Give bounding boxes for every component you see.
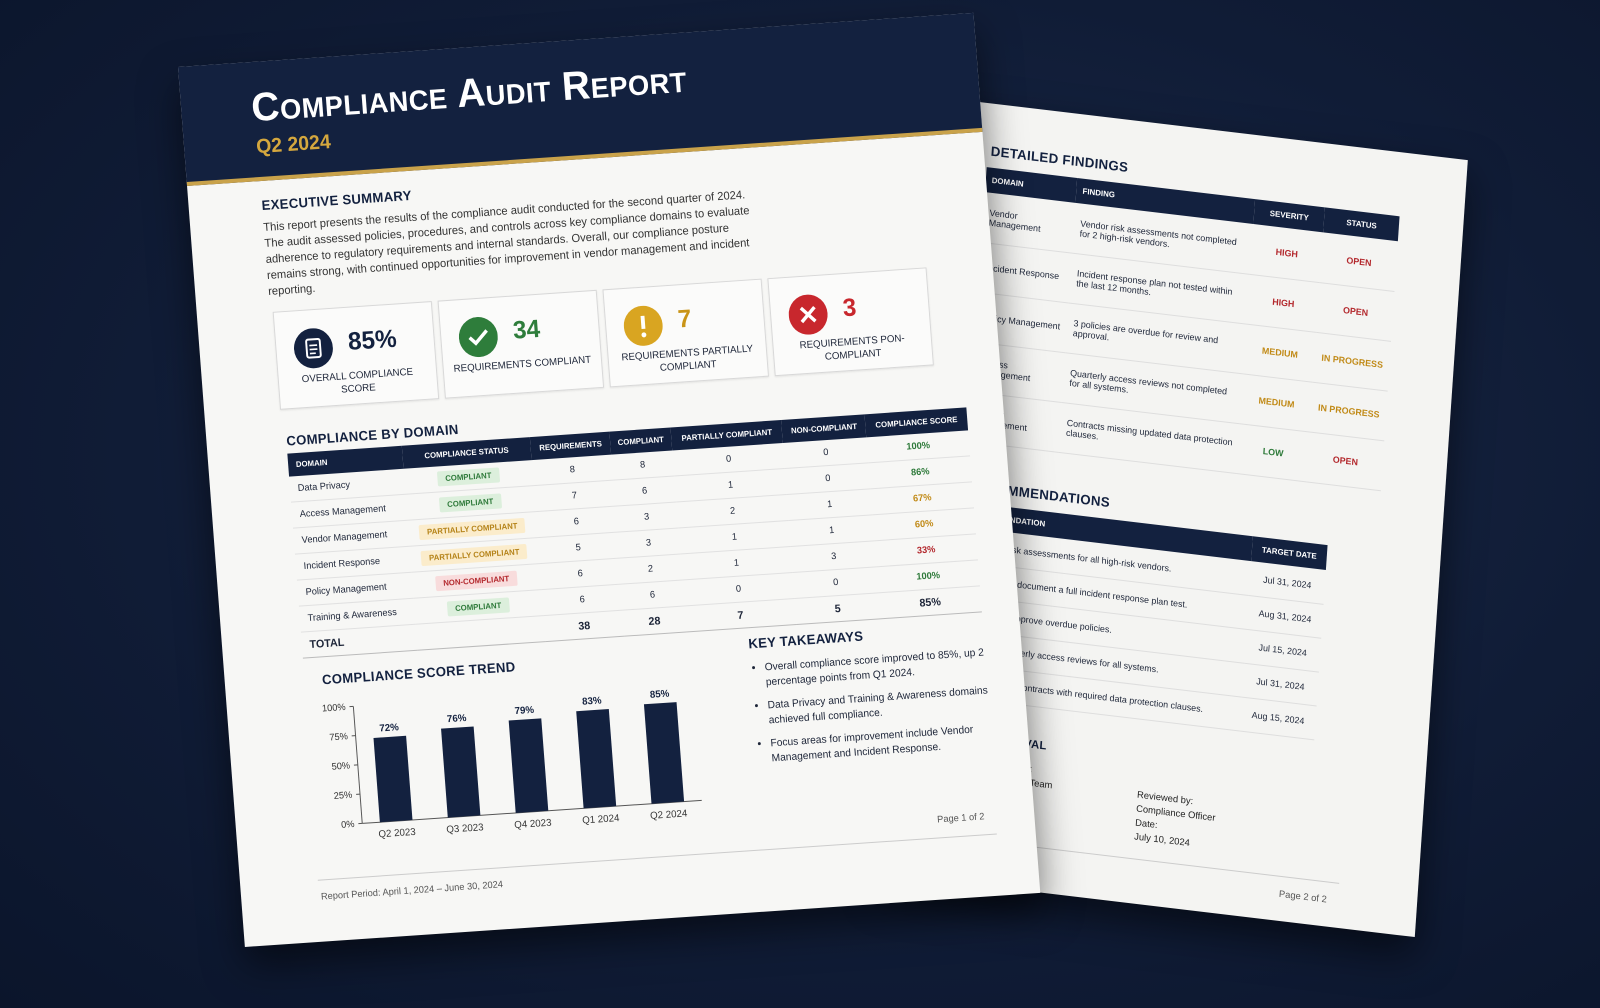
bar (373, 735, 413, 823)
value-label: 76% (447, 713, 467, 725)
total-cell: 28 (623, 606, 686, 637)
kpi-value: 3 (841, 293, 858, 323)
report-period-footer: Report Period: April 1, 2024 – June 30, … (320, 879, 504, 903)
x-tick-label: Q4 2023 (514, 817, 553, 831)
y-tick-label: 50% (331, 760, 350, 771)
takeaway: Data Privacy and Training & Awareness do… (767, 683, 1002, 729)
takeaway: Overall compliance score improved to 85%… (764, 645, 999, 691)
value-label: 85% (649, 688, 669, 700)
takeaways-list: Overall compliance score improved to 85%… (750, 645, 1005, 768)
x-tick-label: Q1 2024 (582, 813, 621, 827)
takeaway: Focus areas for improvement include Vend… (770, 721, 1005, 767)
kpi-card: 3 REQUIREMENTS PON-COMPLIANT (767, 267, 934, 377)
cell: HIGH (1246, 273, 1321, 332)
total-cell: 5 (795, 592, 881, 625)
kpi-card: 85% OVERALL COMPLIANCE SCORE (272, 301, 440, 410)
page-number: Page 2 of 2 (1278, 888, 1328, 906)
bar (508, 718, 549, 813)
summary-heading: EXECUTIVE SUMMARY (261, 187, 413, 214)
value-label: 83% (582, 695, 602, 707)
y-tick-label: 0% (341, 819, 355, 830)
trend-chart: 0% 25% 50% 75% 100% 72% Q2 2023 76% Q3 2023 79% Q4… (322, 688, 702, 841)
takeaways: KEY TAKEAWAYS Overall compliance score i… (748, 620, 1006, 776)
total-cell: 85% (878, 585, 982, 619)
status-badge: PARTIALLY COMPLIANT (418, 517, 526, 541)
reviewed-block: Reviewed by: Compliance Officer Date: Ju… (1134, 789, 1217, 854)
status-badge: COMPLIANT (436, 467, 500, 487)
cell: OPEN (1320, 232, 1398, 292)
kpi-card: 7 REQUIREMENTS PARTIALLY COMPLIANT (602, 278, 769, 388)
x-tick-label: Q3 2023 (446, 822, 485, 836)
status-badge: COMPLIANT (438, 493, 502, 513)
y-tick-label: 25% (333, 790, 352, 801)
kpi-card: 34 REQUIREMENTS COMPLIANT (437, 289, 605, 399)
status-badge: PARTIALLY COMPLIANT (420, 543, 528, 567)
bar (643, 702, 685, 804)
status-badge: NON-COMPLIANT (434, 570, 518, 592)
cell: IN PROGRESS (1309, 381, 1388, 441)
kpi-label: REQUIREMENTS PARTIALLY COMPLIANT (621, 343, 754, 374)
findings-table: DOMAIN FINDING SEVERITY STATUS Vendor Manage… (968, 167, 1400, 491)
kpi-icon (293, 328, 333, 369)
kpi-label: OVERALL COMPLIANCE SCORE (301, 366, 414, 396)
y-axis (352, 706, 363, 824)
cell: LOW (1236, 423, 1310, 482)
y-tick-label: 75% (329, 731, 348, 742)
bar (441, 726, 481, 818)
cell: IN PROGRESS (1313, 331, 1392, 391)
kpi-icon (458, 317, 498, 358)
cell: OPEN (1306, 431, 1385, 491)
cell: MEDIUM (1239, 373, 1314, 432)
domain-table: DOMAIN COMPLIANCE STATUS REQUIREMENTS COMPL… (287, 407, 982, 659)
kpi-label: REQUIREMENTS PON-COMPLIANT (799, 333, 906, 363)
cell: HIGH (1249, 224, 1324, 283)
value-label: 79% (514, 705, 534, 717)
status-badge: COMPLIANT (446, 597, 510, 617)
kpi-value: 7 (676, 304, 693, 334)
cell: OPEN (1316, 282, 1395, 341)
kpi-icon (623, 305, 663, 346)
kpi-value: 85% (347, 324, 398, 356)
kpi-value: 34 (511, 314, 542, 345)
x-tick-label: Q2 2024 (650, 808, 689, 822)
cell: MEDIUM (1243, 323, 1317, 382)
kpi-icon (788, 294, 828, 335)
bar (576, 709, 617, 809)
page-one: Compliance Audit Report Q2 2024 EXECUTIV… (178, 12, 1041, 947)
y-tick-label: 100% (322, 702, 346, 714)
x-tick-label: Q2 2023 (378, 827, 417, 841)
value-label: 72% (379, 722, 399, 734)
total-cell: 38 (543, 610, 625, 642)
page-number: Page 1 of 2 (936, 811, 985, 826)
